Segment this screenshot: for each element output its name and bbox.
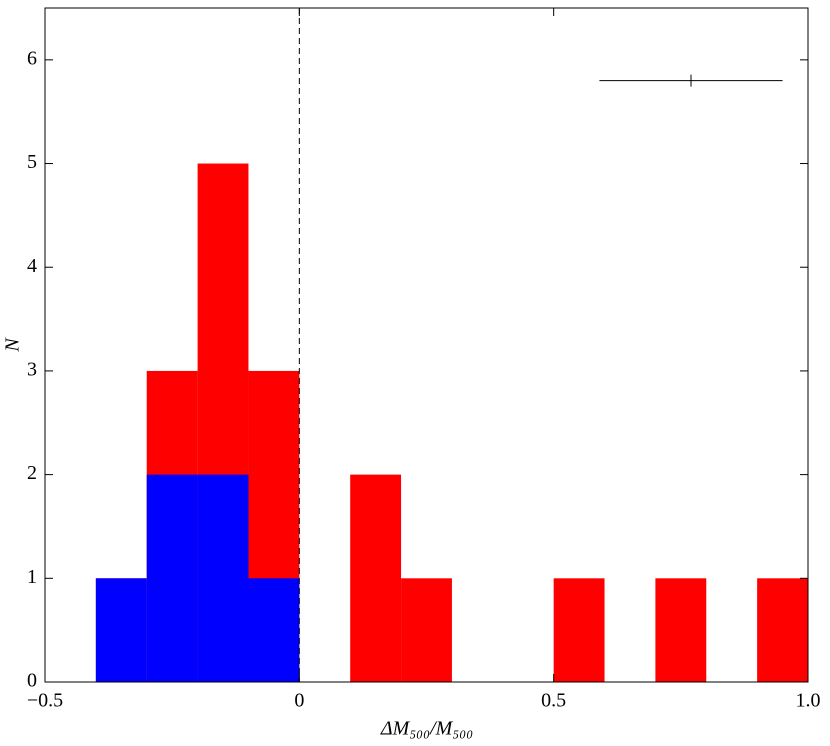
y-tick-label: 6 — [27, 47, 37, 69]
x-tick-label: 1.0 — [796, 690, 821, 712]
x-tick-label: −0.5 — [27, 690, 63, 712]
y-tick-label: 4 — [27, 255, 37, 277]
x-axis-label: ΔM₅₀₀/M₅₀₀ — [380, 718, 473, 740]
histogram-bar — [146, 474, 198, 682]
x-tick-label: 0 — [294, 690, 304, 712]
x-tick-label: 0.5 — [541, 690, 566, 712]
y-tick-label: 3 — [27, 359, 37, 381]
histogram-bar — [401, 578, 452, 682]
histogram-bar — [553, 578, 605, 682]
histogram-bar — [95, 578, 147, 682]
histogram-bar — [757, 578, 808, 682]
histogram-bar — [248, 578, 300, 682]
y-tick-label: 2 — [27, 462, 37, 484]
histogram-bar — [655, 578, 707, 682]
y-axis-label: N — [2, 337, 24, 353]
y-tick-label: 1 — [27, 566, 37, 588]
histogram-bar — [197, 474, 249, 682]
y-tick-label: 5 — [27, 151, 37, 173]
y-tick-label: 0 — [27, 670, 37, 692]
plot-frame — [44, 7, 809, 683]
histogram-bar — [350, 474, 402, 682]
